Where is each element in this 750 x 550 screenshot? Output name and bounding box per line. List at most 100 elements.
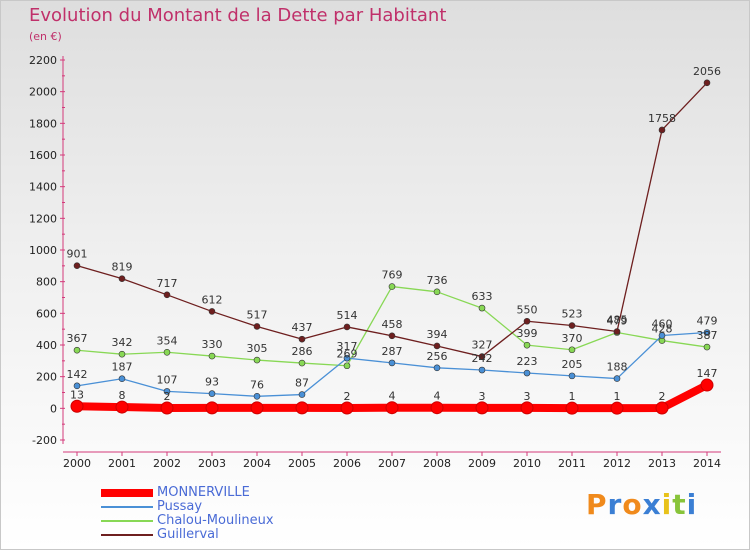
data-label-monnerville: 13 bbox=[70, 388, 84, 401]
data-point-monnerville bbox=[295, 401, 309, 415]
data-point-monnerville bbox=[250, 401, 264, 415]
data-label-monnerville: 2 bbox=[344, 390, 351, 403]
data-label-guillerval: 437 bbox=[292, 321, 313, 334]
legend-label-pussay: Pussay bbox=[157, 499, 203, 514]
logo-letter: o bbox=[622, 488, 643, 521]
data-label-guillerval: 550 bbox=[517, 303, 538, 316]
data-label-monnerville: 2 bbox=[164, 390, 171, 403]
data-label-chalou-moulineux: 399 bbox=[517, 327, 538, 340]
x-tick-label: 2008 bbox=[423, 457, 451, 470]
data-point-pussay bbox=[208, 390, 216, 397]
data-label-guillerval: 819 bbox=[112, 261, 133, 274]
data-point-guillerval bbox=[613, 328, 621, 335]
proxiti-logo: Proxiti bbox=[586, 488, 697, 521]
data-point-monnerville bbox=[70, 399, 84, 413]
legend-label-guillerval: Guillerval bbox=[157, 527, 219, 542]
legend-label-chalou-moulineux: Chalou-Moulineux bbox=[157, 513, 274, 528]
data-point-pussay bbox=[523, 369, 531, 377]
data-label-chalou-moulineux: 370 bbox=[562, 332, 583, 345]
chart-subtitle: (en €) bbox=[29, 30, 62, 43]
data-label-pussay: 460 bbox=[652, 318, 673, 331]
logo-letter: t bbox=[672, 488, 687, 521]
data-label-pussay: 87 bbox=[295, 377, 309, 390]
legend-swatch-chalou-moulineux bbox=[101, 514, 153, 528]
y-tick-label: 1000 bbox=[29, 244, 57, 257]
y-tick-label: 1400 bbox=[29, 181, 57, 194]
data-point-chalou-moulineux bbox=[73, 346, 81, 354]
y-tick-label: 600 bbox=[36, 307, 57, 320]
data-label-chalou-moulineux: 736 bbox=[427, 274, 448, 287]
x-tick-label: 2003 bbox=[198, 457, 226, 470]
x-tick-label: 2009 bbox=[468, 457, 496, 470]
data-point-chalou-moulineux bbox=[163, 348, 171, 356]
data-label-monnerville: 4 bbox=[389, 390, 396, 403]
x-tick-label: 2007 bbox=[378, 457, 406, 470]
data-label-guillerval: 327 bbox=[472, 339, 493, 352]
data-point-monnerville bbox=[565, 401, 579, 415]
data-point-guillerval bbox=[73, 262, 81, 269]
data-label-pussay: 223 bbox=[517, 355, 538, 368]
data-label-guillerval: 523 bbox=[562, 308, 583, 321]
x-tick-label: 2012 bbox=[603, 457, 631, 470]
data-label-guillerval: 717 bbox=[157, 277, 178, 290]
data-label-monnerville: 147 bbox=[697, 367, 718, 380]
data-label-pussay: 187 bbox=[112, 361, 133, 374]
x-tick-label: 2013 bbox=[648, 457, 676, 470]
data-point-guillerval bbox=[523, 317, 531, 325]
data-label-pussay: 242 bbox=[472, 352, 493, 365]
data-point-guillerval bbox=[118, 275, 126, 282]
data-label-pussay: 287 bbox=[382, 345, 403, 358]
data-label-pussay: 93 bbox=[205, 376, 219, 389]
data-label-pussay: 205 bbox=[562, 358, 583, 371]
data-point-chalou-moulineux bbox=[703, 343, 711, 351]
logo-letter: P bbox=[586, 488, 608, 521]
data-point-guillerval bbox=[703, 79, 711, 87]
x-tick-label: 2006 bbox=[333, 457, 361, 470]
data-point-guillerval bbox=[163, 291, 171, 299]
data-label-monnerville: 3 bbox=[524, 390, 531, 403]
data-point-monnerville bbox=[610, 401, 624, 415]
x-tick-label: 2002 bbox=[153, 457, 181, 470]
data-point-monnerville bbox=[430, 401, 444, 415]
data-point-pussay bbox=[343, 354, 351, 362]
data-point-chalou-moulineux bbox=[343, 362, 351, 370]
x-tick-label: 2004 bbox=[243, 457, 271, 470]
data-label-chalou-moulineux: 428 bbox=[652, 323, 673, 336]
data-point-pussay bbox=[163, 388, 171, 395]
data-label-monnerville: 2 bbox=[659, 390, 666, 403]
data-label-monnerville: 1 bbox=[569, 390, 576, 403]
data-label-chalou-moulineux: 769 bbox=[382, 269, 403, 282]
y-tick-label: 2000 bbox=[29, 86, 57, 99]
logo-letter: r bbox=[607, 488, 623, 521]
data-label-pussay: 256 bbox=[427, 350, 448, 363]
data-label-guillerval: 517 bbox=[247, 308, 268, 321]
y-tick-label: 1800 bbox=[29, 117, 57, 130]
data-point-pussay bbox=[658, 332, 666, 339]
legend-swatch-guillerval bbox=[101, 528, 153, 542]
data-label-monnerville: 1 bbox=[614, 390, 621, 403]
y-tick-label: 0 bbox=[50, 402, 57, 415]
y-tick-label: -200 bbox=[32, 434, 57, 447]
y-tick-label: 200 bbox=[36, 371, 57, 384]
data-point-pussay bbox=[433, 364, 441, 372]
data-point-guillerval bbox=[208, 308, 216, 315]
data-point-monnerville bbox=[205, 401, 219, 415]
data-label-monnerville: 3 bbox=[479, 390, 486, 403]
legend-label-monnerville: MONNERVILLE bbox=[157, 485, 250, 500]
data-label-pussay: 317 bbox=[337, 340, 358, 353]
data-label-chalou-moulineux: 387 bbox=[697, 329, 718, 342]
data-point-guillerval bbox=[298, 335, 306, 343]
data-point-chalou-moulineux bbox=[298, 359, 306, 367]
logo-letter: x bbox=[642, 488, 662, 521]
data-point-guillerval bbox=[478, 353, 486, 360]
data-point-monnerville bbox=[520, 401, 534, 415]
x-tick-label: 2014 bbox=[693, 457, 721, 470]
data-label-chalou-moulineux: 354 bbox=[157, 334, 178, 347]
data-point-pussay bbox=[118, 375, 126, 383]
data-point-chalou-moulineux bbox=[523, 341, 531, 349]
data-point-monnerville bbox=[385, 401, 399, 415]
data-point-monnerville bbox=[655, 401, 669, 415]
data-label-chalou-moulineux: 330 bbox=[202, 338, 223, 351]
data-label-pussay: 107 bbox=[157, 373, 178, 386]
